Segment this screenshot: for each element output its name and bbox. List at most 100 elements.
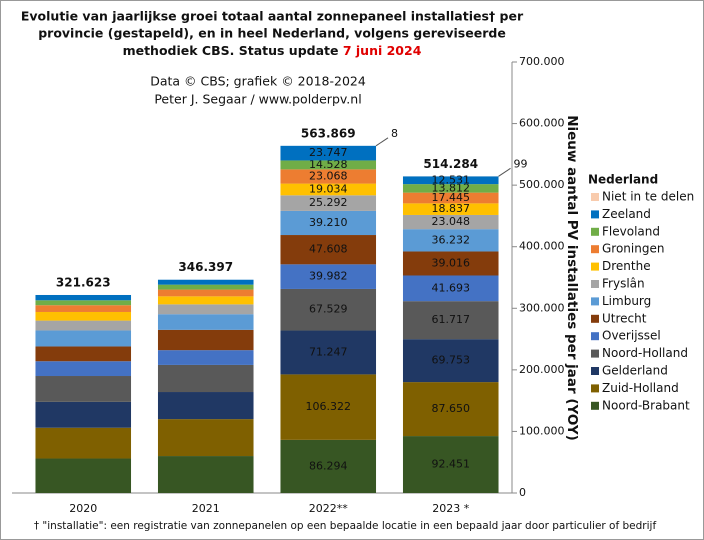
- value-label: 36.232: [432, 233, 471, 246]
- total-label: 321.623: [56, 275, 111, 289]
- bar-segment: [35, 346, 132, 362]
- legend-swatch: [591, 280, 599, 288]
- value-label: 39.016: [432, 256, 471, 269]
- bar-segment: [35, 300, 132, 306]
- legend-swatch: [591, 245, 599, 254]
- legend-swatch: [591, 193, 599, 201]
- value-label: 25.292: [309, 196, 348, 209]
- bar-segment: [402, 339, 499, 383]
- value-label: 23.068: [309, 169, 348, 182]
- bar-segment: [157, 392, 254, 420]
- value-label: 47.608: [309, 243, 348, 256]
- legend-label: Flevoland: [602, 224, 660, 238]
- y-axis-label: Nieuw aantal PV installaties per jaar (Y…: [564, 115, 580, 441]
- bar-segment: [157, 329, 254, 351]
- value-label: 13.812: [432, 181, 471, 194]
- bar-segment: [402, 382, 499, 437]
- value-label: 87.650: [432, 402, 471, 415]
- bar-segment: [35, 311, 132, 321]
- annotation: Data © CBS; grafiek © 2018-2024: [150, 74, 366, 89]
- bar-segment: [35, 330, 132, 347]
- legend-swatch: [591, 384, 599, 393]
- y-tick-label: 700.000: [519, 55, 565, 68]
- bar-segment: [157, 284, 254, 290]
- x-tick-label: 2022**: [309, 502, 348, 515]
- bar-segment: [402, 184, 499, 193]
- bar-segment: [402, 203, 499, 215]
- bar-segment: [280, 145, 377, 161]
- bar-segment: [280, 183, 377, 196]
- value-label: 92.451: [432, 458, 471, 471]
- legend-swatch: [591, 227, 599, 236]
- bar-segment: [35, 458, 132, 493]
- bar-segment: [35, 376, 132, 402]
- legend-swatch: [591, 367, 599, 375]
- legend-label: Fryslân: [602, 277, 645, 291]
- legend-label: Gelderland: [602, 364, 668, 378]
- legend-label: Groningen: [602, 242, 664, 256]
- bar-segment: [280, 264, 377, 289]
- chart-title: provincie (gestapeld), en in heel Nederl…: [38, 26, 506, 41]
- bar-segment: [157, 296, 254, 305]
- value-label: 67.529: [309, 303, 348, 316]
- value-label: 18.837: [432, 202, 471, 215]
- bar-segment: [280, 235, 377, 265]
- bar-segment: [280, 169, 377, 184]
- value-label: 86.294: [309, 459, 348, 472]
- legend-label: Zuid-Holland: [602, 381, 679, 395]
- bar-segment: [157, 289, 254, 297]
- bar-segment: [280, 330, 377, 375]
- legend-swatch: [591, 332, 599, 341]
- value-label: 23.747: [309, 146, 348, 159]
- bar-segment: [280, 210, 377, 236]
- bar-segment: [402, 275, 499, 302]
- footnote: † "installatie": een registratie van zon…: [34, 520, 657, 532]
- total-label: 563.869: [301, 126, 356, 140]
- leader-line: [375, 137, 389, 147]
- title-date: 7 juni 2024: [343, 43, 422, 58]
- value-label: 106.322: [306, 400, 352, 413]
- bar-segment: [402, 176, 499, 185]
- bar-segment: [35, 294, 132, 301]
- bar-segment: [157, 350, 254, 365]
- y-tick-label: 400.000: [519, 240, 565, 253]
- value-label: 23.048: [432, 215, 471, 228]
- y-tick-label: 500.000: [519, 178, 565, 191]
- bar-segment: [402, 214, 499, 230]
- bar-segment: [35, 320, 132, 331]
- bar-segment: [157, 456, 254, 493]
- legend-label: Limburg: [602, 294, 651, 308]
- legend-swatch: [591, 314, 599, 323]
- value-label: 41.693: [432, 281, 471, 294]
- annotation: Peter J. Segaar / www.polderpv.nl: [154, 92, 361, 107]
- value-label: 17.445: [432, 191, 471, 204]
- bar-segment: [280, 195, 377, 211]
- bar-segment: [35, 401, 132, 428]
- total-label: 514.284: [423, 157, 478, 171]
- y-tick-label: 0: [519, 486, 526, 499]
- legend-title: Nederland: [588, 173, 658, 187]
- bar-segment: [157, 314, 254, 330]
- legend-swatch: [591, 349, 599, 358]
- bar-segment: [157, 279, 254, 285]
- bar-segment: [35, 427, 132, 459]
- bar-segment: [280, 439, 377, 493]
- bar-segment: [35, 361, 132, 377]
- bar-segment: [402, 192, 499, 204]
- legend-label: Zeeland: [602, 207, 651, 221]
- legend-swatch: [591, 297, 599, 306]
- legend-label: Drenthe: [602, 259, 651, 273]
- bar-segment: [402, 251, 499, 276]
- x-tick-label: 2020: [69, 502, 97, 515]
- legend-swatch: [591, 262, 599, 271]
- legend-label: Noord-Brabant: [602, 398, 690, 412]
- legend-label: Niet in te delen: [602, 190, 694, 204]
- value-label: 69.753: [432, 354, 471, 367]
- chart-title: methodiek CBS. Status update: [123, 43, 343, 58]
- y-tick-label: 600.000: [519, 117, 565, 130]
- bar-segment: [280, 288, 377, 331]
- leader-line: [498, 167, 511, 177]
- bar-segment: [402, 301, 499, 340]
- value-label: 8: [391, 127, 398, 140]
- value-label: 71.247: [309, 345, 348, 358]
